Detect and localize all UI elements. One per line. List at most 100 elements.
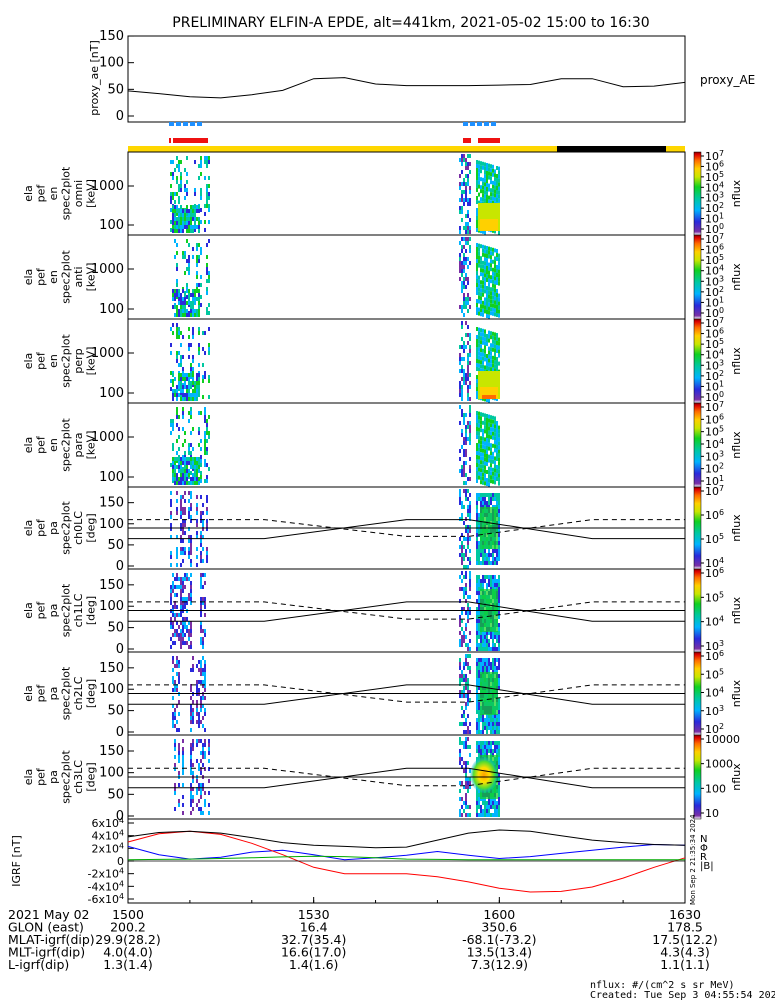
- spec-pixel: [190, 495, 192, 499]
- spec-pixel: [486, 250, 488, 254]
- spec-pixel: [204, 712, 206, 716]
- spec-pixel: [186, 289, 188, 293]
- spec-pixel: [496, 741, 498, 745]
- spec-pixel: [486, 446, 488, 450]
- spec-pixel: [476, 335, 478, 339]
- spec-pixel: [190, 481, 192, 485]
- spec-pixel: [494, 368, 496, 373]
- spec-pixel: [498, 441, 500, 446]
- spec-pixel: [206, 431, 208, 435]
- spec-pixel: [186, 217, 188, 221]
- spec-pixel: [190, 393, 192, 397]
- spec-pixel: [498, 198, 500, 203]
- spec-pixel: [478, 415, 480, 420]
- spec-pixel: [176, 323, 178, 327]
- spec-pixel: [490, 501, 492, 505]
- spec-pixel: [459, 158, 461, 162]
- spec-pixel: [172, 457, 174, 461]
- spec-pixel: [192, 397, 194, 401]
- spec-pixel: [190, 443, 192, 447]
- spec-pixel: [178, 377, 180, 381]
- spec-pixel: [478, 658, 480, 662]
- spec-pixel: [204, 459, 206, 463]
- spec-ylabel-line: pef: [35, 351, 48, 370]
- spec-pixel: [478, 714, 480, 718]
- spec-pixel: [486, 478, 488, 482]
- spec-pixel: [469, 333, 471, 337]
- spec-pixel: [176, 621, 178, 625]
- spec-pixel: [192, 209, 194, 213]
- spec-pixel: [482, 553, 484, 557]
- spec-pixel: [488, 270, 490, 275]
- spec-pixel: [496, 726, 498, 730]
- spec-pixel: [476, 557, 478, 561]
- spec-pixel: [180, 581, 182, 585]
- spec-pixel: [190, 491, 192, 495]
- spec-pixel: [184, 293, 186, 297]
- spec-pixel: [202, 519, 204, 523]
- spec-pixel: [492, 259, 494, 264]
- spec-pixel: [461, 501, 463, 505]
- spec-pixel: [200, 479, 202, 483]
- spec-pixel: [488, 350, 490, 355]
- spec-pixel: [184, 217, 186, 221]
- spec-pixel: [172, 229, 174, 233]
- spec-pixel: [184, 481, 186, 485]
- spec-pixel: [496, 441, 498, 445]
- spec-pixel: [178, 335, 180, 339]
- spec-pixel: [188, 547, 190, 551]
- spec-ytick-label: 50: [107, 704, 124, 719]
- spec-pixel: [202, 704, 204, 708]
- spec-pixel: [492, 575, 494, 579]
- spec-pixel: [498, 749, 500, 753]
- spec-pixel: [482, 440, 484, 445]
- spec-pixel: [482, 177, 484, 182]
- spec-pixel: [467, 357, 469, 361]
- spec-pixel: [492, 579, 494, 583]
- spec-pixel: [484, 469, 486, 474]
- spec-pixel: [498, 473, 500, 478]
- spec-pixel: [486, 575, 488, 579]
- spec-pixel: [461, 285, 463, 289]
- spec-pixel: [484, 186, 486, 191]
- spec-ylabel-line: pef: [35, 601, 48, 620]
- blue-segment-marker: [169, 122, 174, 126]
- spec-pixel: [196, 743, 198, 747]
- spec-pixel: [476, 513, 478, 517]
- spec-pixel: [176, 585, 178, 589]
- spec-pixel: [459, 809, 461, 813]
- spec-pixel: [482, 264, 484, 269]
- spec-pixel: [465, 453, 467, 457]
- spec-pixel: [192, 309, 194, 313]
- spec-pixel: [200, 247, 202, 251]
- spec-pixel: [174, 783, 176, 787]
- spec-pixel: [186, 188, 188, 192]
- spec-pixel: [467, 162, 469, 166]
- spec-pixel: [192, 787, 194, 791]
- spec-pixel: [459, 623, 461, 627]
- spec-pixel: [480, 631, 482, 635]
- spec-pixel: [176, 393, 178, 397]
- spec-pixel: [478, 525, 480, 529]
- spec-pixel: [180, 535, 182, 539]
- spec-pixel: [469, 517, 471, 521]
- created-timestamp: Created: Tue Sep 3 04:55:54 2024: [590, 990, 775, 1000]
- spec-pixel: [484, 749, 486, 753]
- spec-pixel: [465, 769, 467, 773]
- spec-pixel: [482, 460, 484, 465]
- spec-pixel: [208, 375, 210, 379]
- spec-pixel: [492, 718, 494, 722]
- spec-pixel: [176, 313, 178, 317]
- spec-pixel: [480, 368, 482, 373]
- spec-pixel: [480, 229, 482, 234]
- spec-pixel: [190, 601, 192, 605]
- spec-pixel: [486, 430, 488, 434]
- spec-pixel: [467, 489, 469, 493]
- spec-pixel: [480, 300, 482, 305]
- spec-pixel: [484, 162, 486, 167]
- spec-pixel: [178, 477, 180, 481]
- spec-ylabel-line: pef: [35, 684, 48, 703]
- spec-pixel: [188, 637, 190, 641]
- spec-pixel: [459, 174, 461, 178]
- spec-pixel: [463, 481, 465, 485]
